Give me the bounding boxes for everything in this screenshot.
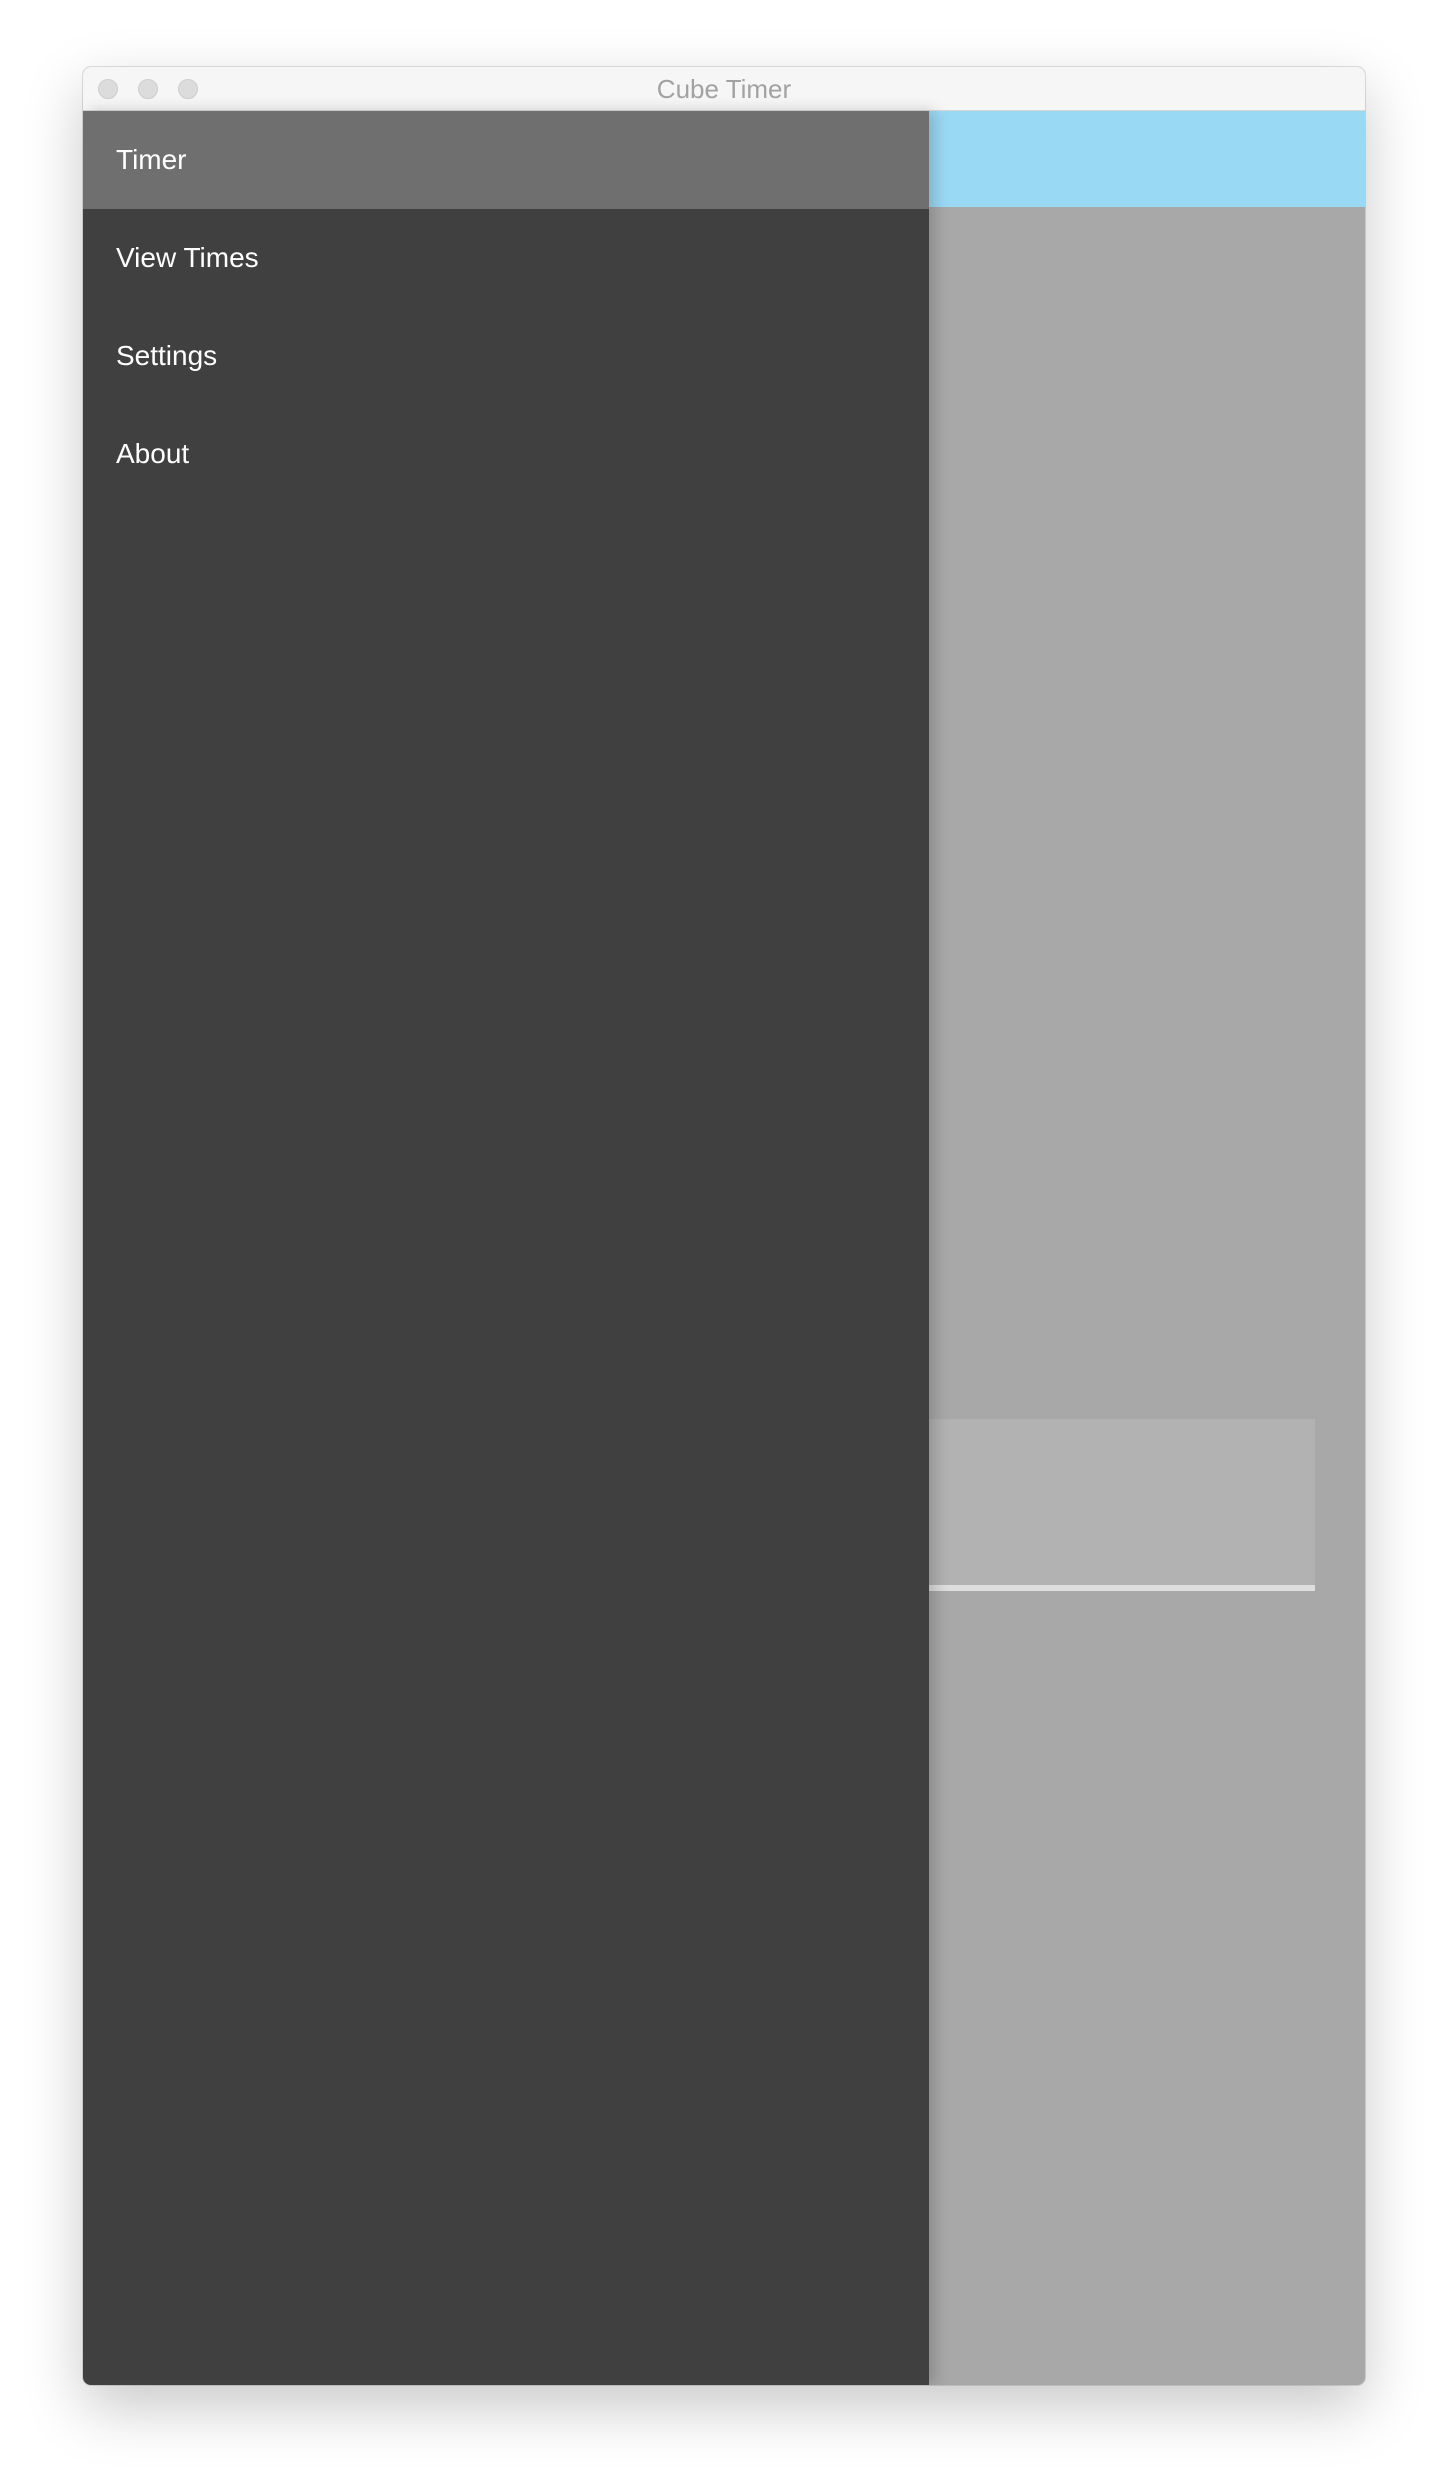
drawer-item-about[interactable]: About [116,438,190,469]
drawer-item-view-times[interactable]: View Times [116,242,259,273]
zoom-window-button[interactable] [178,79,198,99]
close-window-button[interactable] [98,79,118,99]
navigation-drawer: Timer View Times Settings About [83,111,929,2385]
drawer-item-settings[interactable]: Settings [116,340,218,371]
drawer-item-timer[interactable]: Timer [83,111,929,209]
title-bar[interactable]: Cube Timer [83,67,1365,111]
window-title: Cube Timer [656,74,792,104]
app-content: 3 Timer View Times Settings About [83,111,1365,2385]
minimize-window-button[interactable] [138,79,158,99]
app-window: Cube Timer 3 Timer View Times Settings A… [83,67,1365,2385]
scramble-panel [863,1419,1315,1591]
